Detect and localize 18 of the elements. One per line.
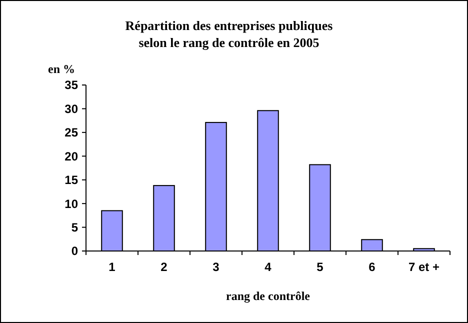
y-tick-label: 15 (64, 173, 78, 188)
y-tick-label: 0 (71, 244, 78, 258)
x-tick-label: 7 et + (408, 260, 440, 274)
x-tick-label: 6 (368, 260, 376, 274)
y-tick-label: 10 (64, 196, 78, 211)
y-axis-title: en % (48, 62, 75, 76)
y-tick-label: 25 (64, 126, 78, 140)
x-tick-label: 4 (264, 260, 272, 274)
y-tick-label: 20 (64, 149, 78, 164)
x-tick-label: 1 (108, 260, 116, 274)
y-tick-label: 30 (64, 102, 78, 116)
x-tick-label: 5 (316, 260, 324, 274)
x-axis-title: rang de contrôle (226, 289, 311, 303)
y-tick-label: 5 (71, 220, 78, 234)
x-tick-label: 3 (212, 260, 220, 274)
chart-title: Répartition des entreprises publiques selon le rang de contrôle en 2005 (125, 18, 333, 50)
y-tick-label: 35 (64, 78, 78, 92)
x-tick-label: 2 (160, 260, 168, 274)
